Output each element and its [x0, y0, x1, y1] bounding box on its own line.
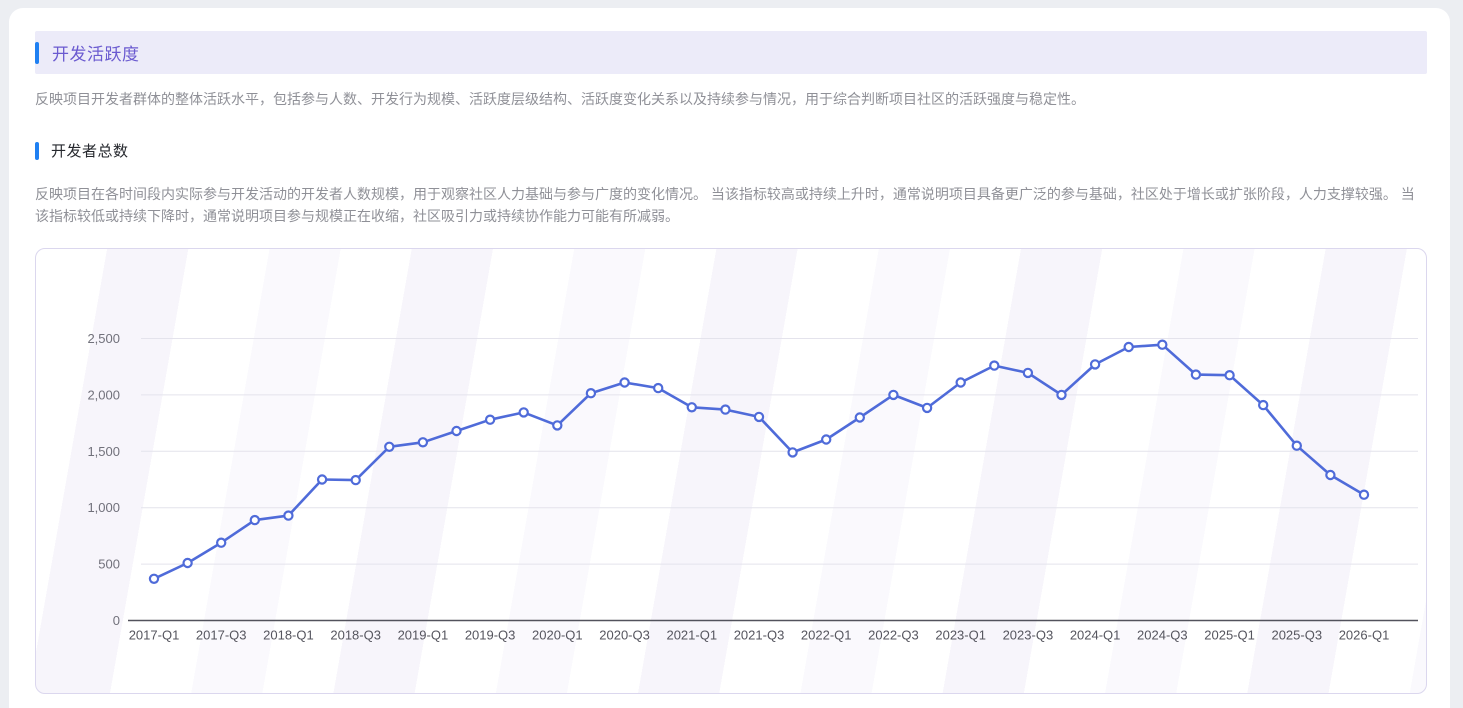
x-axis-tick-label: 2019-Q3: [465, 628, 516, 643]
content-card: 开发活跃度 反映项目开发者群体的整体活跃水平，包括参与人数、开发行为规模、活跃度…: [9, 8, 1450, 708]
chart-data-point[interactable]: [653, 382, 664, 394]
x-axis-tick-label: 2023-Q1: [935, 628, 986, 643]
chart-data-point[interactable]: [1190, 369, 1202, 380]
x-axis-tick-label: 2021-Q3: [734, 628, 785, 643]
chart-data-point[interactable]: [753, 411, 765, 423]
y-axis-tick-label: 500: [98, 557, 120, 572]
chart-data-point[interactable]: [148, 573, 160, 584]
chart-data-point[interactable]: [619, 377, 630, 388]
y-axis-tick-label: 1,500: [87, 444, 120, 459]
chart-data-point[interactable]: [1022, 367, 1034, 379]
chart-data-point[interactable]: [350, 474, 361, 486]
x-axis-tick-label: 2022-Q1: [801, 628, 852, 643]
section-description: 反映项目开发者群体的整体活跃水平，包括参与人数、开发行为规模、活跃度层级结构、活…: [35, 91, 1085, 107]
chart-data-point[interactable]: [316, 474, 328, 485]
chart-data-point[interactable]: [1224, 369, 1235, 381]
x-axis-tick-label: 2025-Q3: [1271, 628, 1322, 643]
chart-data-point[interactable]: [1089, 359, 1101, 370]
metric-accent-bar-icon: [35, 141, 39, 160]
x-axis-tick-label: 2025-Q1: [1204, 628, 1255, 643]
x-axis-tick-label: 2020-Q1: [532, 628, 583, 643]
chart-data-point[interactable]: [1056, 389, 1067, 401]
y-axis-tick-label: 2,000: [87, 387, 120, 402]
section-accent-bar-icon: [35, 41, 39, 64]
x-axis-tick-label: 2017-Q1: [129, 628, 180, 643]
chart-data-point[interactable]: [921, 402, 933, 414]
x-axis-tick-label: 2026-Q1: [1339, 628, 1390, 643]
x-axis-tick-label: 2024-Q3: [1137, 628, 1188, 643]
x-axis-tick-label: 2019-Q1: [398, 628, 449, 643]
x-axis-tick-label: 2022-Q3: [868, 628, 919, 643]
chart-data-point[interactable]: [854, 412, 866, 423]
chart-data-point[interactable]: [821, 434, 832, 445]
series-line: [152, 343, 1366, 581]
metric-title: 开发者总数: [51, 143, 129, 160]
y-axis-tick-label: 2,500: [87, 331, 120, 346]
section-header-banner: 开发活跃度: [35, 31, 1427, 74]
x-axis-tick-label: 2021-Q1: [666, 628, 717, 643]
chart-data-point[interactable]: [720, 404, 731, 415]
chart-data-point[interactable]: [686, 402, 698, 413]
developer-count-chart: 0 500 1,000 1,500 2,000 2,500 2017-Q1 2017-Q3 20…: [87, 331, 1418, 643]
chart-data-point[interactable]: [552, 420, 563, 431]
chart-data-point[interactable]: [1257, 399, 1269, 411]
chart-data-point[interactable]: [182, 557, 193, 569]
y-axis-tick-label: 1,000: [87, 500, 120, 515]
x-axis-tick-label: 2018-Q1: [263, 628, 314, 643]
x-axis-tick-label: 2024-Q1: [1070, 628, 1121, 643]
chart-data-point[interactable]: [787, 447, 798, 458]
chart-data-point[interactable]: [1123, 341, 1134, 353]
chart-data-point[interactable]: [215, 537, 227, 548]
chart-data-point[interactable]: [1157, 339, 1168, 350]
x-axis-tick-label: 2020-Q3: [599, 628, 650, 643]
chart-data-point[interactable]: [518, 407, 529, 418]
chart-data-point[interactable]: [1358, 489, 1370, 500]
chart-data-point[interactable]: [249, 514, 260, 526]
chart-data-point[interactable]: [451, 425, 462, 437]
x-axis-tick-label: 2018-Q3: [330, 628, 381, 643]
y-axis-tick-label: 0: [113, 613, 120, 628]
chart-data-point[interactable]: [585, 387, 597, 399]
x-axis-tick-label: 2023-Q3: [1003, 628, 1054, 643]
chart-data-point[interactable]: [955, 377, 966, 388]
metric-description: 反映项目在各时间段内实际参与开发活动的开发者人数规模，用于观察社区人力基础与参与…: [35, 186, 1415, 224]
chart-data-point[interactable]: [989, 360, 1000, 371]
chart-data-point[interactable]: [484, 414, 496, 425]
chart-data-point[interactable]: [417, 437, 429, 448]
x-axis-tick-label: 2017-Q3: [196, 628, 247, 643]
chart-data-point[interactable]: [283, 510, 294, 521]
chart-data-point[interactable]: [888, 389, 899, 401]
chart-data-point[interactable]: [1325, 469, 1336, 481]
chart-data-point[interactable]: [1291, 440, 1303, 451]
chart-data-point[interactable]: [384, 441, 395, 452]
section-title: 开发活跃度: [52, 45, 140, 64]
metric-header: 开发者总数: [35, 140, 1427, 161]
chart-card: 0 500 1,000 1,500 2,000 2,500 2017-Q1 2017-Q3 20…: [35, 248, 1427, 694]
